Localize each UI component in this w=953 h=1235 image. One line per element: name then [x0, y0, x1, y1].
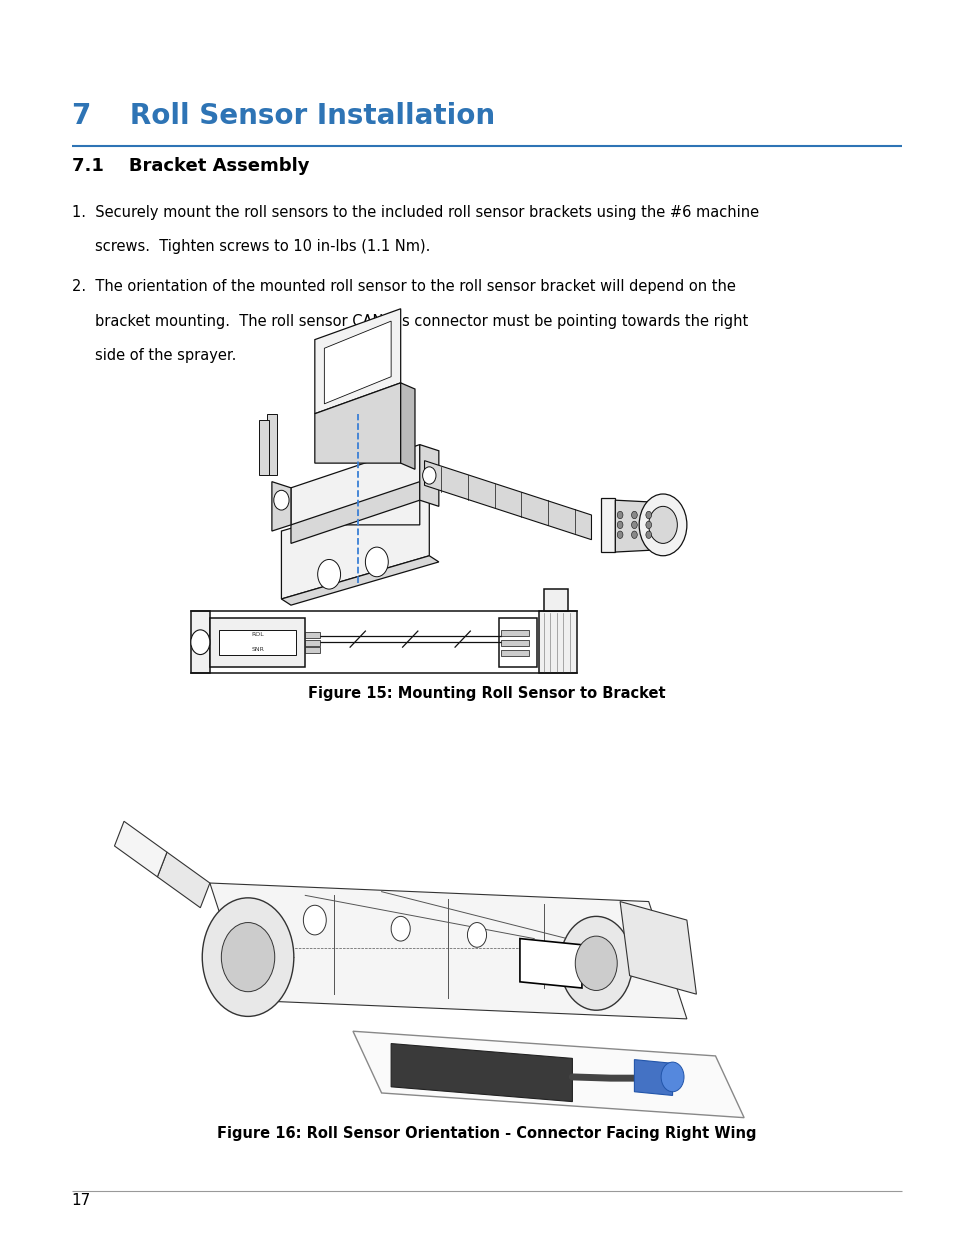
FancyBboxPatch shape: [538, 611, 577, 673]
Circle shape: [617, 521, 622, 529]
Circle shape: [202, 898, 294, 1016]
Circle shape: [631, 521, 637, 529]
Text: Figure 15: Mounting Roll Sensor to Bracket: Figure 15: Mounting Roll Sensor to Brack…: [308, 687, 664, 701]
Polygon shape: [634, 1060, 672, 1095]
FancyBboxPatch shape: [191, 611, 210, 673]
Polygon shape: [391, 1044, 572, 1102]
FancyBboxPatch shape: [500, 650, 529, 656]
Polygon shape: [281, 488, 429, 599]
Polygon shape: [424, 461, 591, 540]
Circle shape: [274, 490, 289, 510]
Circle shape: [365, 547, 388, 577]
Text: SNR: SNR: [251, 647, 264, 652]
Polygon shape: [600, 498, 615, 552]
FancyBboxPatch shape: [210, 618, 305, 667]
Text: bracket mounting.  The roll sensor CANbus connector must be pointing towards the: bracket mounting. The roll sensor CANbus…: [95, 314, 748, 329]
FancyBboxPatch shape: [500, 630, 529, 636]
Polygon shape: [619, 902, 696, 994]
Text: 2.  The orientation of the mounted roll sensor to the roll sensor bracket will d: 2. The orientation of the mounted roll s…: [71, 279, 735, 294]
Polygon shape: [267, 414, 276, 475]
FancyBboxPatch shape: [305, 632, 319, 638]
Polygon shape: [272, 482, 291, 531]
Text: 17: 17: [71, 1193, 91, 1208]
Polygon shape: [281, 556, 438, 605]
Circle shape: [645, 521, 651, 529]
Polygon shape: [419, 445, 438, 506]
Circle shape: [617, 531, 622, 538]
Text: Figure 16: Roll Sensor Orientation - Connector Facing Right Wing: Figure 16: Roll Sensor Orientation - Con…: [216, 1126, 756, 1141]
Polygon shape: [157, 852, 210, 908]
Polygon shape: [210, 883, 686, 1019]
Text: 7    Roll Sensor Installation: 7 Roll Sensor Installation: [71, 101, 495, 130]
Circle shape: [221, 923, 274, 992]
Polygon shape: [353, 1031, 743, 1118]
Circle shape: [648, 506, 677, 543]
Circle shape: [639, 494, 686, 556]
Polygon shape: [519, 939, 581, 988]
Circle shape: [631, 531, 637, 538]
Circle shape: [317, 559, 340, 589]
Text: ROL: ROL: [251, 632, 264, 637]
FancyBboxPatch shape: [219, 630, 295, 655]
Circle shape: [467, 923, 486, 947]
Polygon shape: [314, 383, 400, 463]
Circle shape: [559, 916, 632, 1010]
Circle shape: [575, 936, 617, 990]
Circle shape: [617, 511, 622, 519]
Text: screws.  Tighten screws to 10 in-lbs (1.1 Nm).: screws. Tighten screws to 10 in-lbs (1.1…: [95, 240, 431, 254]
Text: side of the sprayer.: side of the sprayer.: [95, 348, 236, 363]
FancyBboxPatch shape: [305, 640, 319, 646]
Circle shape: [645, 531, 651, 538]
Polygon shape: [314, 309, 400, 414]
FancyBboxPatch shape: [305, 647, 319, 653]
Circle shape: [191, 630, 210, 655]
Polygon shape: [291, 445, 419, 525]
Polygon shape: [324, 321, 391, 404]
FancyBboxPatch shape: [500, 640, 529, 646]
Circle shape: [303, 905, 326, 935]
Polygon shape: [615, 500, 662, 552]
Circle shape: [422, 467, 436, 484]
Circle shape: [391, 916, 410, 941]
Circle shape: [631, 511, 637, 519]
FancyBboxPatch shape: [543, 589, 567, 611]
Circle shape: [645, 511, 651, 519]
Text: 7.1    Bracket Assembly: 7.1 Bracket Assembly: [71, 157, 309, 175]
Polygon shape: [400, 383, 415, 469]
Circle shape: [660, 1062, 683, 1092]
Polygon shape: [259, 420, 269, 475]
Polygon shape: [291, 482, 419, 543]
Polygon shape: [114, 821, 167, 877]
Text: 1.  Securely mount the roll sensors to the included roll sensor brackets using t: 1. Securely mount the roll sensors to th…: [71, 205, 758, 220]
